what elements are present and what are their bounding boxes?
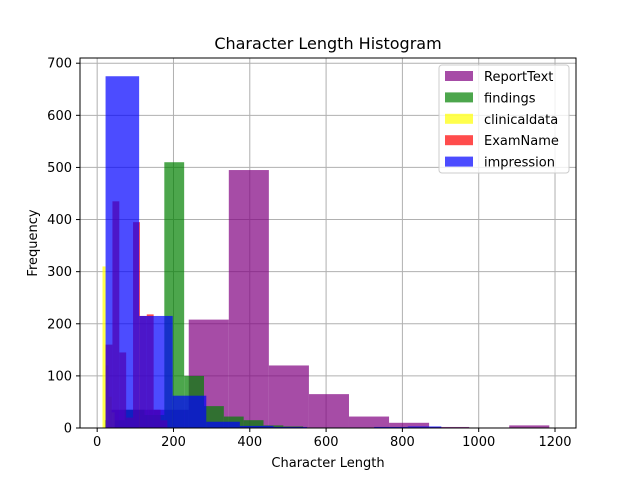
histogram-bar (139, 315, 173, 428)
legend-swatch (445, 113, 473, 124)
legend-box (438, 64, 570, 174)
y-tick-label: 100 (47, 369, 72, 384)
histogram-bars (102, 76, 550, 429)
histogram-bar (407, 426, 442, 428)
histogram-bar (308, 394, 349, 428)
histogram-bar (206, 421, 240, 428)
legend-swatch (445, 92, 473, 103)
y-tick-label: 500 (47, 161, 72, 176)
histogram-bar (273, 426, 308, 428)
chart-title: Character Length Histogram (214, 34, 441, 53)
x-tick-label: 1200 (538, 435, 571, 450)
y-tick-label: 600 (47, 109, 72, 124)
legend-swatch (445, 156, 473, 167)
y-axis-title: Frequency (26, 209, 41, 276)
histogram-bar (102, 266, 106, 428)
x-tick-label: 1000 (462, 435, 495, 450)
axis-ticks: 0 200 400 600 800 1000 1200 0 100 200 300 400 500 600… (47, 57, 571, 450)
x-tick-label: 200 (161, 435, 186, 450)
y-tick-label: 200 (47, 317, 72, 332)
histogram-bar (374, 426, 408, 428)
y-tick-label: 300 (47, 265, 72, 280)
y-tick-label: 0 (64, 422, 72, 437)
histogram-bar (389, 422, 430, 428)
legend-label: clinicaldata (484, 113, 558, 128)
legend-label: ExamName (484, 134, 559, 149)
legend-swatch (445, 71, 473, 81)
x-tick-label: 600 (314, 435, 339, 450)
histogram-bar (172, 395, 207, 428)
histogram-bar (105, 76, 140, 428)
plot-frame (79, 57, 577, 429)
series-ReportText (108, 170, 550, 429)
legend-swatch (445, 135, 473, 146)
histogram-bar (239, 425, 274, 428)
histogram-bar (509, 425, 550, 428)
x-tick-label: 400 (237, 435, 262, 450)
legend-label: impression (484, 156, 555, 171)
x-tick-label: 800 (390, 435, 415, 450)
legend-label: findings (484, 91, 536, 106)
x-tick-label: 0 (93, 435, 101, 450)
x-axis-title: Character Length (271, 456, 384, 471)
histogram-bar (228, 170, 269, 429)
y-tick-label: 400 (47, 213, 72, 228)
histogram-bar (348, 416, 390, 428)
y-tick-label: 700 (47, 57, 72, 72)
histogram-bar (429, 426, 470, 428)
legend-label: ReportText (484, 70, 553, 85)
histogram-bar (243, 420, 264, 428)
histogram-bar (268, 365, 309, 428)
legend: ReportText findings clinicaldata ExamName im… (438, 64, 570, 174)
